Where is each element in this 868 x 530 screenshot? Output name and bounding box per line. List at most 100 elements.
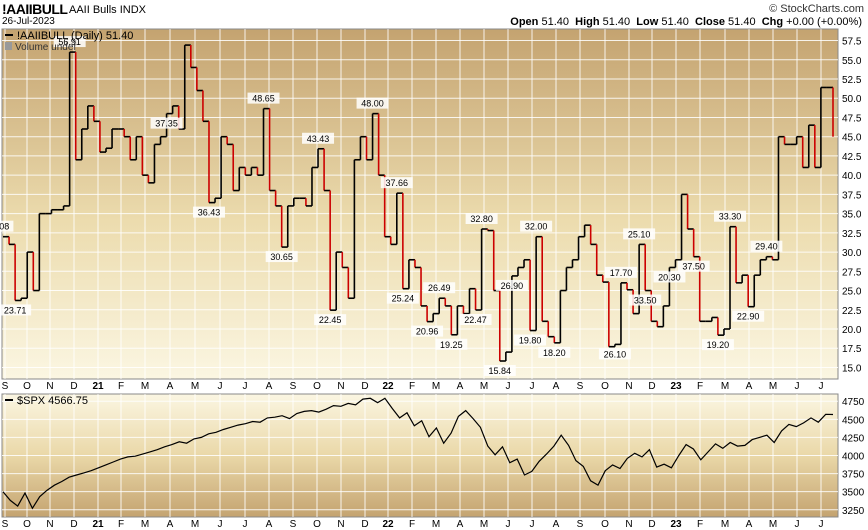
data-label-bg bbox=[302, 132, 335, 144]
low-value: 51.40 bbox=[661, 16, 689, 28]
bulls-xtick-label: J bbox=[218, 381, 223, 392]
spx-ytick-label: 4750 bbox=[842, 397, 865, 408]
spx-legend: $SPX 4566.75 bbox=[17, 395, 88, 407]
spx-xtick-label: M bbox=[191, 519, 199, 530]
bulls-ytick-label: 40.0 bbox=[842, 171, 862, 182]
data-label: 37.35 bbox=[155, 119, 178, 129]
data-label-bg bbox=[750, 240, 783, 252]
bulls-ytick-label: 25.0 bbox=[842, 287, 862, 298]
data-label-bg bbox=[701, 339, 734, 351]
data-label-bg bbox=[623, 228, 656, 240]
open-value: 51.40 bbox=[541, 16, 569, 28]
bulls-xtick-label: 21 bbox=[92, 381, 104, 392]
bulls-ytick-label: 42.5 bbox=[842, 152, 862, 163]
spx-xtick-label: 21 bbox=[92, 519, 104, 530]
spx-xtick-label: J bbox=[819, 519, 824, 530]
chart-date: 26-Jul-2023 bbox=[2, 16, 55, 27]
spx-xtick-label: 22 bbox=[382, 519, 394, 530]
data-label: 20.30 bbox=[658, 272, 681, 282]
spx-xtick-label: F bbox=[697, 519, 703, 530]
bulls-xtick-label: O bbox=[23, 381, 31, 392]
data-label-bg bbox=[380, 177, 413, 189]
spx-xtick-label: D bbox=[361, 519, 368, 530]
close-label: Close bbox=[695, 16, 725, 28]
bulls-ytick-label: 32.5 bbox=[842, 229, 862, 240]
bulls-ytick-label: 30.0 bbox=[842, 248, 862, 259]
data-label: 37.66 bbox=[386, 178, 409, 188]
watermark: © StockCharts.com bbox=[769, 3, 864, 15]
spx-xtick-label: J bbox=[218, 519, 223, 530]
spx-ytick-label: 4000 bbox=[842, 452, 865, 463]
data-label: 19.25 bbox=[440, 340, 463, 350]
bulls-xtick-label: N bbox=[46, 381, 53, 392]
symbol-title: !AAIIBULL bbox=[2, 1, 68, 17]
spx-xtick-label: D bbox=[648, 519, 655, 530]
spx-xtick-label: N bbox=[337, 519, 344, 530]
spx-ytick-label: 3250 bbox=[842, 506, 865, 517]
data-label: 26.49 bbox=[428, 283, 451, 293]
data-label-bg bbox=[435, 338, 468, 350]
data-label: 30.65 bbox=[270, 252, 293, 262]
bulls-xtick-label: M bbox=[191, 381, 199, 392]
bulls-ytick-label: 52.5 bbox=[842, 75, 862, 86]
bulls-xtick-label: S bbox=[290, 381, 297, 392]
data-label-bg bbox=[386, 292, 419, 304]
bulls-xtick-label: F bbox=[697, 381, 703, 392]
spx-xtick-label: J bbox=[795, 519, 800, 530]
spx-ytick-label: 3500 bbox=[842, 488, 865, 499]
high-label: High bbox=[575, 16, 600, 28]
bulls-ytick-label: 15.0 bbox=[842, 363, 862, 374]
data-label: 19.20 bbox=[707, 340, 730, 350]
data-label: 36.43 bbox=[198, 208, 221, 218]
data-label: 43.43 bbox=[307, 134, 330, 144]
spx-xtick-label: 23 bbox=[670, 519, 682, 530]
bulls-xtick-label: M bbox=[721, 381, 729, 392]
bulls-xtick-label: N bbox=[337, 381, 344, 392]
data-label: 26.90 bbox=[501, 281, 524, 291]
low-label: Low bbox=[636, 16, 659, 28]
data-label-bg bbox=[483, 365, 516, 376]
bulls-xtick-label: D bbox=[648, 381, 655, 392]
symbol-description: AAII Bulls INDX bbox=[69, 4, 147, 16]
bulls-ytick-label: 45.0 bbox=[842, 133, 862, 144]
data-label-bg bbox=[538, 346, 571, 358]
bulls-xtick-label: 22 bbox=[382, 381, 394, 392]
spx-xtick-label: M bbox=[769, 519, 777, 530]
bulls-volume-swatch bbox=[5, 42, 12, 50]
data-label-bg bbox=[192, 206, 225, 218]
data-label-bg bbox=[514, 334, 547, 346]
data-label: 22.47 bbox=[464, 315, 487, 325]
bulls-xtick-label: M bbox=[769, 381, 777, 392]
data-label-bg bbox=[732, 310, 765, 322]
spx-ytick-label: 3750 bbox=[842, 470, 865, 481]
spx-xtick-label: O bbox=[601, 519, 609, 530]
bulls-xtick-label: J bbox=[506, 381, 511, 392]
bulls-xtick-label: S bbox=[577, 381, 584, 392]
data-label: 25.24 bbox=[392, 294, 415, 304]
data-label-bg bbox=[520, 220, 553, 232]
data-label-bg bbox=[314, 314, 347, 326]
spx-xtick-label: S bbox=[577, 519, 584, 530]
bulls-xtick-label: F bbox=[409, 381, 415, 392]
data-label: 26.10 bbox=[604, 349, 627, 359]
spx-xtick-label: A bbox=[746, 519, 753, 530]
data-label: 33.30 bbox=[719, 212, 742, 222]
spx-xtick-label: F bbox=[118, 519, 124, 530]
data-label-bg bbox=[0, 304, 32, 316]
bulls-ytick-label: 20.0 bbox=[842, 325, 862, 336]
data-label: 19.80 bbox=[519, 336, 542, 346]
bulls-xtick-label: D bbox=[70, 381, 77, 392]
spx-ytick-label: 4500 bbox=[842, 415, 865, 426]
open-label: Open bbox=[510, 16, 539, 28]
spx-series-line bbox=[2, 397, 834, 510]
spx-xtick-label: D bbox=[70, 519, 77, 530]
bulls-ytick-label: 27.5 bbox=[842, 267, 862, 278]
spx-xtick-label: A bbox=[457, 519, 464, 530]
data-label-bg bbox=[459, 314, 492, 325]
spx-xtick-label: J bbox=[506, 519, 511, 530]
data-label-bg bbox=[53, 36, 86, 48]
data-label: 32.00 bbox=[525, 222, 548, 232]
data-label-bg bbox=[495, 279, 528, 291]
bulls-ytick-label: 47.5 bbox=[842, 113, 862, 124]
